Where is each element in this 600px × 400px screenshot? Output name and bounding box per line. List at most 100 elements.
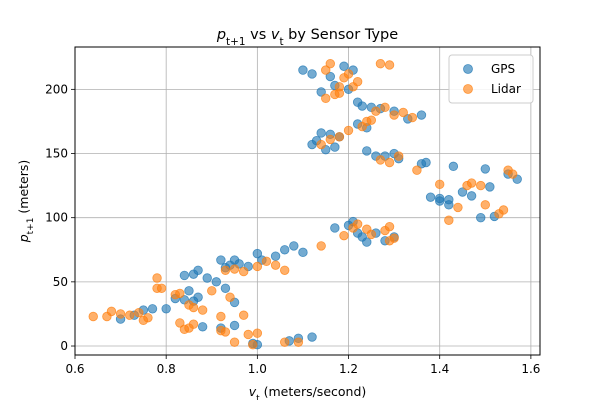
- lidar-point: [352, 219, 363, 229]
- lidar-point: [243, 329, 253, 340]
- ylabel-sub: t+1: [26, 218, 36, 235]
- lidar-point: [334, 132, 345, 142]
- lidar-point: [248, 340, 258, 350]
- lidar-point: [384, 60, 395, 70]
- x-tick-label: 1.2: [339, 362, 358, 376]
- title-var2: v: [271, 27, 280, 43]
- lidar-point: [375, 155, 386, 165]
- gps-point: [316, 87, 326, 97]
- lidar-point: [207, 286, 217, 296]
- lidar-point: [197, 305, 208, 315]
- y-tick-label: 200: [45, 82, 68, 96]
- ylabel-var: p: [16, 234, 31, 243]
- lidar-point: [261, 256, 272, 267]
- lidar-point: [220, 327, 231, 337]
- gps-point: [298, 65, 308, 75]
- gps-point: [184, 286, 194, 296]
- x-tick-label: 1.4: [430, 362, 449, 376]
- lidar-point: [321, 65, 331, 75]
- y-tick-label: 0: [60, 339, 68, 353]
- xlabel-var: v: [249, 384, 257, 399]
- gps-point: [330, 142, 340, 152]
- lidar-point: [352, 76, 363, 87]
- lidar-point: [384, 221, 395, 232]
- lidar-point: [134, 307, 144, 318]
- gps-point: [425, 192, 436, 202]
- lidar-point: [175, 288, 185, 299]
- lidar-point: [106, 306, 117, 317]
- legend: GPS Lidar: [448, 54, 534, 104]
- lidar-point: [225, 292, 235, 302]
- lidar-point: [435, 179, 445, 190]
- lidar-point: [156, 283, 167, 293]
- gps-point: [211, 277, 222, 287]
- lidar-point: [476, 180, 486, 191]
- lidar-point: [339, 230, 349, 241]
- lidar-point: [115, 309, 126, 319]
- x-tick-label: 0.6: [65, 362, 84, 376]
- lidar-point: [444, 215, 454, 225]
- title-sub2: t: [279, 36, 283, 48]
- gps-point: [298, 247, 308, 258]
- lidar-point: [343, 125, 354, 136]
- xlabel-sub: t: [256, 394, 260, 400]
- lidar-point: [321, 93, 331, 104]
- gps-point: [325, 71, 335, 82]
- gps-point: [280, 245, 290, 255]
- legend-marker-lidar: [463, 84, 473, 94]
- lidar-point: [393, 151, 404, 161]
- title-mid: vs: [246, 27, 271, 43]
- gps-point: [229, 320, 240, 331]
- lidar-point: [375, 58, 386, 69]
- lidar-point: [88, 311, 98, 322]
- lidar-point: [453, 202, 463, 213]
- lidar-point: [238, 266, 249, 277]
- legend-label-gps: GPS: [491, 62, 515, 76]
- title-rest: by Sensor Type: [284, 27, 399, 43]
- gps-point: [476, 212, 486, 223]
- lidar-point: [229, 337, 240, 347]
- x-axis-label: vt (meters/second): [249, 384, 367, 400]
- gps-point: [197, 322, 208, 332]
- x-tick-label: 1.0: [248, 362, 267, 376]
- lidar-point: [270, 260, 281, 270]
- gps-point: [480, 164, 490, 174]
- gps-point: [362, 237, 372, 247]
- data-points: [88, 58, 522, 350]
- lidar-point: [325, 58, 335, 69]
- gps-point: [252, 248, 263, 259]
- lidar-point: [480, 200, 490, 210]
- gps-point: [416, 110, 427, 120]
- lidar-point: [252, 328, 263, 338]
- lidar-point: [466, 178, 477, 188]
- lidar-point: [280, 337, 290, 347]
- gps-point: [435, 193, 445, 204]
- lidar-point: [220, 265, 231, 276]
- lidar-point: [362, 116, 372, 127]
- ylabel-rest: (meters): [16, 160, 31, 218]
- gps-point: [362, 146, 372, 156]
- y-tick-label: 100: [45, 211, 68, 225]
- lidar-point: [371, 106, 381, 116]
- lidar-point: [507, 169, 518, 179]
- lidar-point: [238, 310, 249, 320]
- gps-point: [448, 161, 459, 172]
- gps-point: [485, 182, 495, 192]
- gps-point: [193, 265, 203, 276]
- lidar-point: [316, 139, 326, 150]
- gps-point: [220, 283, 231, 293]
- lidar-point: [316, 241, 326, 251]
- lidar-point: [380, 102, 390, 113]
- y-tick-label: 50: [53, 275, 68, 289]
- lidar-point: [407, 112, 418, 123]
- x-tick-label: 1.6: [521, 362, 540, 376]
- lidar-point: [384, 236, 395, 246]
- ticks: 0.6 0.8 1.0 1.2 1.4 1.6 0 50 100 150 200: [45, 82, 540, 376]
- gps-point: [147, 304, 158, 314]
- title-var: p: [216, 27, 226, 43]
- lidar-point: [389, 110, 399, 120]
- x-tick-label: 0.8: [157, 362, 176, 376]
- y-tick-label: 150: [45, 147, 68, 161]
- gps-point: [270, 251, 281, 261]
